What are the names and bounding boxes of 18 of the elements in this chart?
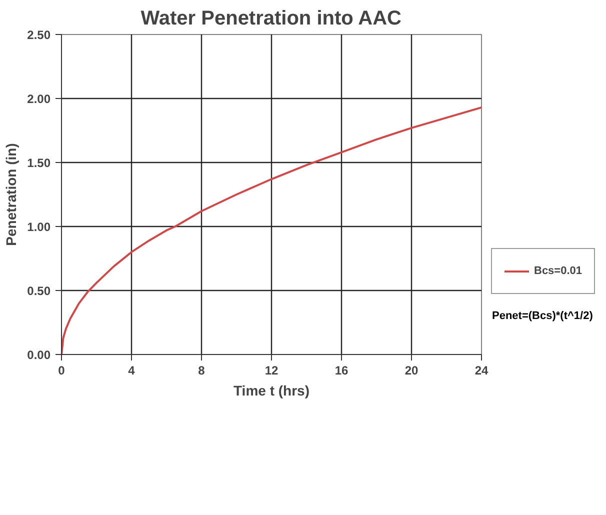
text: Penet=(Bcs)*(t^1/2) xyxy=(492,309,593,324)
x-tick-label: 16 xyxy=(334,364,348,378)
x-tick-label: 8 xyxy=(198,364,206,378)
chart-title: Water Penetration into AAC xyxy=(140,8,402,30)
y-tick-label: 0.00 xyxy=(27,348,51,362)
legend-label: Bcs=0.01 xyxy=(534,265,582,277)
x-tick-label: 12 xyxy=(264,364,278,378)
x-tick-label: 24 xyxy=(474,364,488,378)
y-tick-label: 1.00 xyxy=(27,220,51,234)
x-tick-label: 20 xyxy=(404,364,418,378)
y-tick-label: 0.50 xyxy=(27,284,51,298)
x-tick-label: 0 xyxy=(58,364,66,378)
x-tick-label: 4 xyxy=(128,364,136,378)
x-axis-title: Time t (hrs) xyxy=(234,382,310,398)
y-tick-label: 1.50 xyxy=(27,156,51,170)
y-tick-label: 2.00 xyxy=(27,92,51,106)
y-tick-label: 2.50 xyxy=(27,28,51,42)
y-axis-title: Penetration (in) xyxy=(3,143,20,246)
